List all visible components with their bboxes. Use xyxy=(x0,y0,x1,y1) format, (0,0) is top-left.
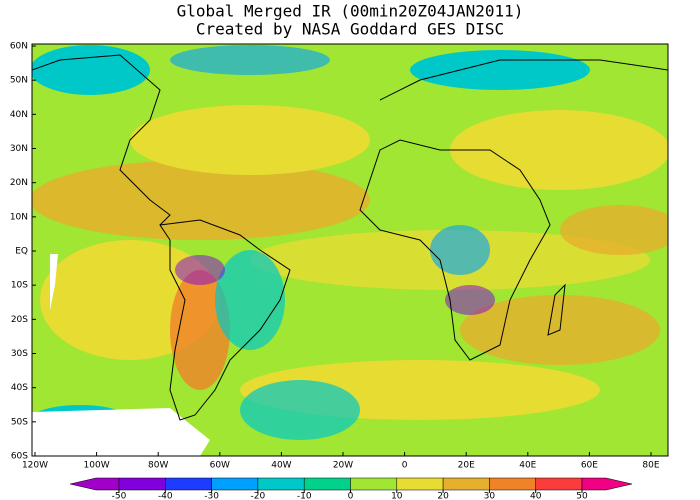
title: Global Merged IR (00min20Z04JAN2011) xyxy=(177,2,524,21)
colorbar-label: 0 xyxy=(348,492,354,500)
ir-field xyxy=(32,44,668,456)
colorbar-end xyxy=(581,477,633,491)
colorbar-label: -30 xyxy=(204,492,219,500)
colorbar-segment xyxy=(442,477,490,491)
colorbar-label: 10 xyxy=(391,492,403,500)
lon-label: 80W xyxy=(148,461,168,471)
lon-label: 100W xyxy=(84,461,110,471)
colorbar-segment xyxy=(350,477,398,491)
colorbar-label: 30 xyxy=(484,492,496,500)
lat-label: 30N xyxy=(10,144,28,154)
lon-label: 20W xyxy=(333,461,353,471)
lat-label: 40N xyxy=(10,110,28,120)
lon-label: 60W xyxy=(210,461,230,471)
lat-label: 60N xyxy=(10,42,28,52)
colorbar-label: -10 xyxy=(297,492,312,500)
lat-label: 50S xyxy=(11,417,28,427)
lon-label: 40W xyxy=(271,461,291,471)
lat-label: 10S xyxy=(11,281,28,291)
lon-label: 20E xyxy=(458,461,475,471)
lon-label: 0 xyxy=(402,461,408,471)
colorbar-segment xyxy=(303,477,351,491)
lat-label: 20S xyxy=(11,315,28,325)
colorbar-segment xyxy=(118,477,166,491)
subtitle: Created by NASA Goddard GES DISC xyxy=(196,20,504,39)
colorbar-label: 40 xyxy=(530,492,542,500)
colorbar-end xyxy=(69,477,120,491)
lat-label: 30S xyxy=(11,349,28,359)
colorbar-segment xyxy=(257,477,305,491)
colorbar-label: 50 xyxy=(576,492,588,500)
lat-label: 60S xyxy=(11,452,28,462)
colorbar-segment xyxy=(535,477,583,491)
lat-label: 50N xyxy=(10,76,28,86)
colorbar-segment xyxy=(396,477,444,491)
lat-label: EQ xyxy=(15,247,28,257)
colorbar-label: 20 xyxy=(437,492,449,500)
colorbar-segment xyxy=(211,477,259,491)
lat-label: 40S xyxy=(11,383,28,393)
lon-label: 60E xyxy=(581,461,598,471)
lon-label: 120W xyxy=(22,461,48,471)
lon-label: 80E xyxy=(642,461,659,471)
colorbar-label: -20 xyxy=(251,492,266,500)
lon-label: 40E xyxy=(519,461,536,471)
colorbar-segment xyxy=(165,477,212,491)
colorbar-segment xyxy=(489,477,536,491)
colorbar-label: -50 xyxy=(112,492,127,500)
colorbar-label: -40 xyxy=(158,492,173,500)
map-frame xyxy=(31,43,669,457)
lat-label: 20N xyxy=(10,178,28,188)
lat-label: 10N xyxy=(10,212,28,222)
